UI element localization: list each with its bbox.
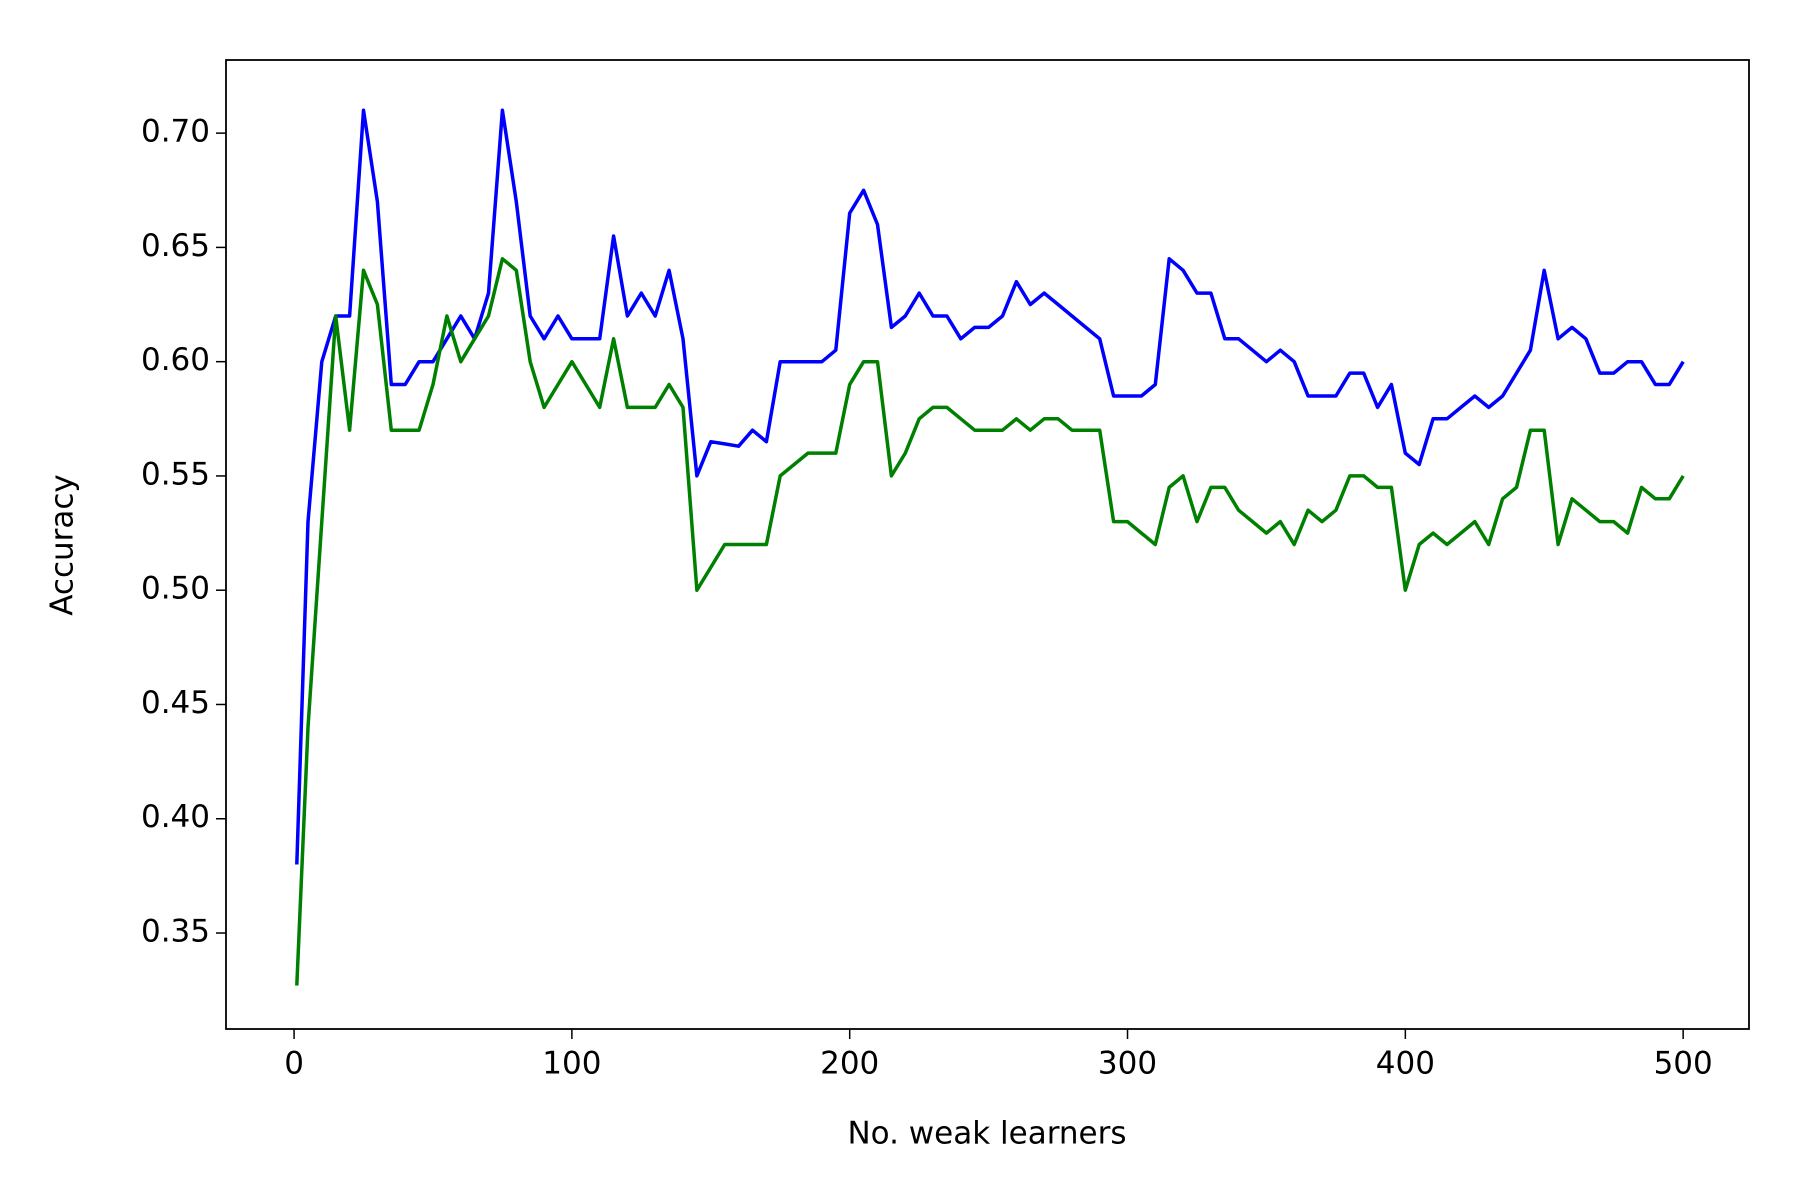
x-tick-label: 400 xyxy=(1376,1046,1435,1082)
x-tick-label: 0 xyxy=(284,1046,304,1082)
x-tick-label: 500 xyxy=(1654,1046,1713,1082)
y-tick-label: 0.50 xyxy=(141,571,210,607)
plot-frame xyxy=(225,59,1750,1030)
x-tick-label: 200 xyxy=(820,1046,879,1082)
y-tick-label: 0.65 xyxy=(141,228,210,264)
y-tick-label: 0.60 xyxy=(141,342,210,378)
y-tick-label: 0.55 xyxy=(141,456,210,492)
x-tick-label: 300 xyxy=(1098,1046,1157,1082)
y-axis-label: Accuracy xyxy=(45,474,81,616)
y-tick-label: 0.35 xyxy=(141,914,210,950)
x-tick-label: 100 xyxy=(542,1046,601,1082)
x-axis-label: No. weak learners xyxy=(847,1116,1126,1152)
y-tick-label: 0.45 xyxy=(141,685,210,721)
line-series xyxy=(295,108,1685,865)
y-tick-label: 0.70 xyxy=(141,114,210,150)
y-tick-label: 0.40 xyxy=(141,799,210,835)
line-series xyxy=(295,257,1685,986)
